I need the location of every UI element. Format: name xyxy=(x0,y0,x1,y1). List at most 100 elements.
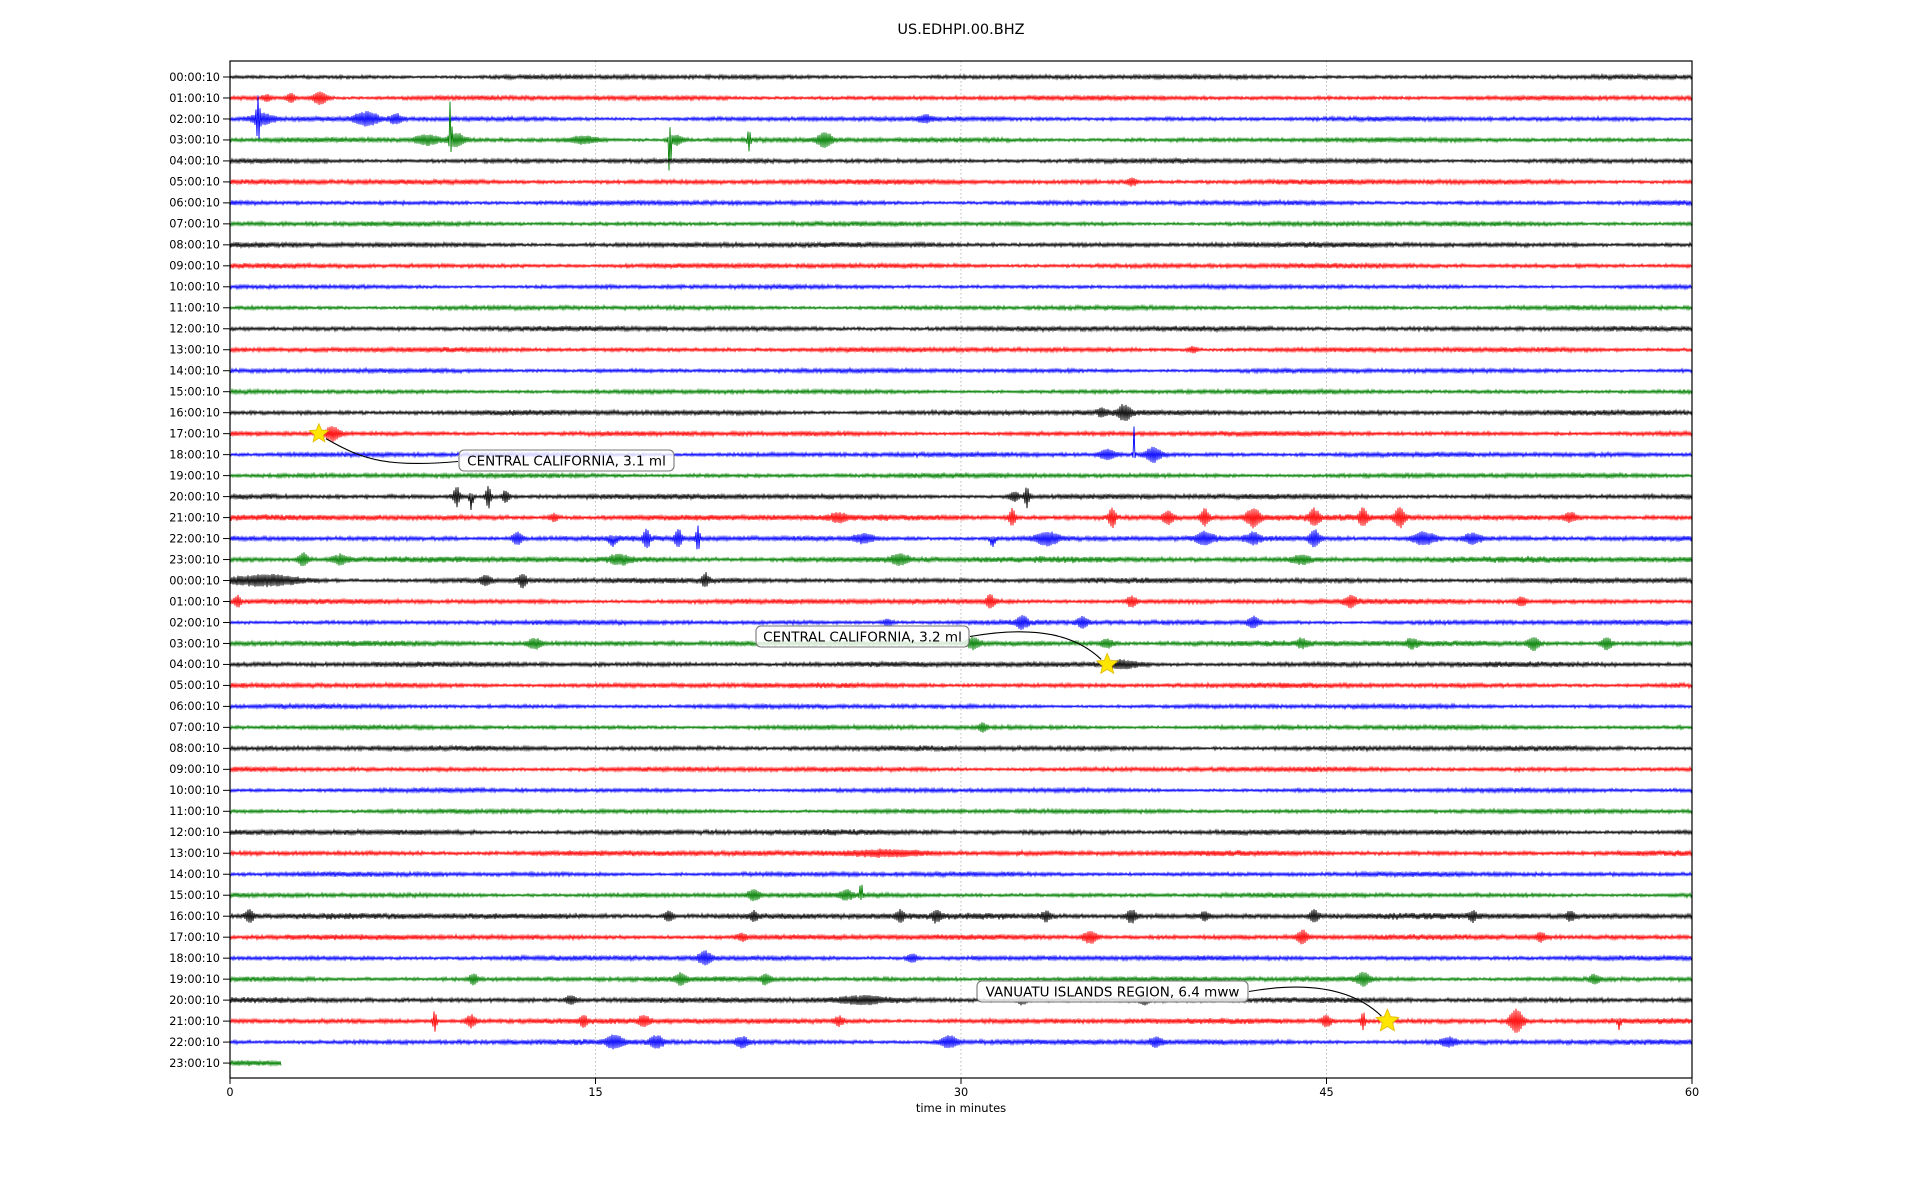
row-time-label: 06:00:10 xyxy=(169,700,220,713)
annotation-connector xyxy=(1248,986,1382,1017)
event-star-icon xyxy=(1095,652,1119,675)
figure-title: US.EDHPI.00.BHZ xyxy=(897,22,1024,38)
trace-row xyxy=(229,658,1693,670)
row-time-label: 18:00:10 xyxy=(169,952,220,965)
row-time-label: 18:00:10 xyxy=(169,448,220,461)
trace-row xyxy=(229,870,1693,879)
row-time-label: 22:00:10 xyxy=(169,532,220,545)
row-time-label: 15:00:10 xyxy=(169,386,220,399)
trace-row xyxy=(229,387,1693,396)
row-time-label: 23:00:10 xyxy=(169,553,220,566)
trace-row xyxy=(229,240,1693,250)
trace-row xyxy=(229,1059,282,1067)
trace-rows xyxy=(229,72,1693,1067)
x-tick-label: 45 xyxy=(1319,1086,1333,1099)
row-time-label: 09:00:10 xyxy=(169,260,220,273)
event-annotations: CENTRAL CALIFORNIA, 3.1 ml CENTRAL CALIFO… xyxy=(308,422,1400,1032)
row-time-label: 05:00:10 xyxy=(169,679,220,692)
trace-row xyxy=(229,908,1693,924)
trace-row xyxy=(229,404,1693,421)
grid-lines xyxy=(595,61,1327,1078)
row-time-label: 08:00:10 xyxy=(169,239,220,252)
row-time-label: 00:00:10 xyxy=(169,574,220,587)
row-time-label: 04:00:10 xyxy=(169,155,220,168)
trace-row xyxy=(229,345,1693,354)
x-tick-label: 0 xyxy=(226,1086,233,1099)
row-time-label: 15:00:10 xyxy=(169,889,220,902)
row-time-label: 07:00:10 xyxy=(169,218,220,231)
axes: 00:00:10 01:00:10 02:00:10 03:00:10 04:00:10… xyxy=(169,60,1699,1099)
row-time-label: 04:00:10 xyxy=(169,658,220,671)
row-time-label: 03:00:10 xyxy=(169,637,220,650)
trace-row xyxy=(229,324,1693,334)
row-time-label: 22:00:10 xyxy=(169,1036,220,1049)
trace-row xyxy=(229,101,1693,171)
event-annotation-box xyxy=(755,625,970,648)
row-time-label: 17:00:10 xyxy=(169,427,220,440)
trace-row xyxy=(229,198,1693,207)
row-time-label: 19:00:10 xyxy=(169,469,220,482)
row-time-label: 02:00:10 xyxy=(169,616,220,629)
row-time-label: 03:00:10 xyxy=(169,134,220,147)
trace-row xyxy=(229,765,1693,774)
row-time-label: 00:00:10 xyxy=(169,71,220,84)
annotation-connector xyxy=(969,631,1102,660)
trace-row xyxy=(229,95,1693,139)
row-time-label: 16:00:10 xyxy=(169,406,220,419)
x-tick-label: 60 xyxy=(1685,1086,1699,1099)
annotation-connector xyxy=(325,438,459,465)
row-time-label: 12:00:10 xyxy=(169,323,220,336)
trace-row xyxy=(229,486,1693,511)
row-time-label: 20:00:10 xyxy=(169,994,220,1007)
trace-row xyxy=(229,929,1693,945)
x-tick-label: 15 xyxy=(588,1086,602,1099)
trace-row xyxy=(229,552,1693,567)
trace-row xyxy=(229,507,1693,529)
row-time-label: 10:00:10 xyxy=(169,784,220,797)
row-time-label: 14:00:10 xyxy=(169,365,220,378)
trace-row xyxy=(229,1034,1693,1050)
event-annotation-label: CENTRAL CALIFORNIA, 3.2 ml xyxy=(763,629,962,645)
row-time-label: 21:00:10 xyxy=(169,511,220,524)
row-time-label: 14:00:10 xyxy=(169,868,220,881)
row-time-label: 21:00:10 xyxy=(169,1015,220,1028)
trace-row xyxy=(229,177,1693,187)
trace-row xyxy=(229,219,1693,228)
trace-row xyxy=(229,72,1693,82)
trace-row xyxy=(229,994,1693,1006)
row-time-label: 01:00:10 xyxy=(169,92,220,105)
trace-row xyxy=(229,593,1693,609)
trace-row xyxy=(229,884,1693,902)
trace-row xyxy=(229,525,1693,550)
trace-row xyxy=(229,615,1693,630)
row-time-label: 08:00:10 xyxy=(169,742,220,755)
row-time-label: 01:00:10 xyxy=(169,595,220,608)
event-star-icon xyxy=(308,422,330,443)
row-time-label: 12:00:10 xyxy=(169,826,220,839)
trace-row xyxy=(229,786,1693,795)
x-tick-label: 30 xyxy=(954,1086,968,1099)
trace-row xyxy=(229,426,1693,442)
event-annotation-label: VANUATU ISLANDS REGION, 6.4 mww xyxy=(986,984,1240,1000)
trace-row xyxy=(229,1008,1693,1033)
row-time-label: 17:00:10 xyxy=(169,931,220,944)
trace-row xyxy=(229,572,1693,589)
row-time-label: 16:00:10 xyxy=(169,910,220,923)
trace-row xyxy=(229,282,1693,291)
trace-row xyxy=(229,426,1693,463)
trace-row xyxy=(229,807,1693,816)
row-time-label: 11:00:10 xyxy=(169,805,220,818)
trace-row xyxy=(229,303,1693,312)
row-time-label: 11:00:10 xyxy=(169,302,220,315)
row-time-label: 13:00:10 xyxy=(169,847,220,860)
row-time-label: 09:00:10 xyxy=(169,763,220,776)
trace-row xyxy=(229,681,1693,690)
event-annotation-label: CENTRAL CALIFORNIA, 3.1 ml xyxy=(467,453,666,469)
trace-row xyxy=(229,971,1693,987)
trace-row xyxy=(229,366,1693,375)
event-annotation-box xyxy=(976,980,1249,1003)
trace-row xyxy=(229,156,1693,165)
trace-row xyxy=(229,471,1693,480)
